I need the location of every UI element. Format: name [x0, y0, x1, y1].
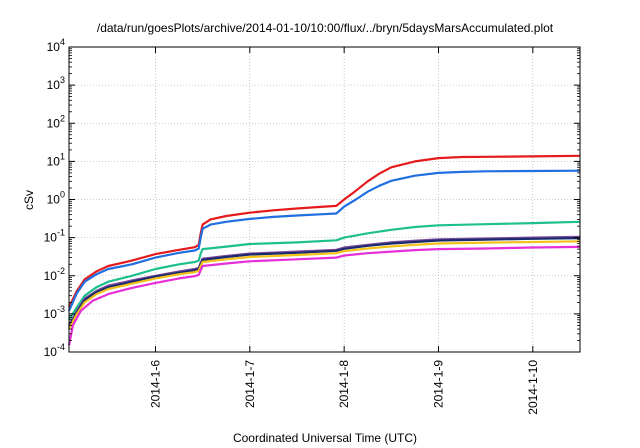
y-tick-base: 10: [47, 40, 61, 54]
y-tick-base: 10: [44, 307, 58, 321]
y-tick-label: 103: [47, 75, 65, 92]
y-tick-base: 10: [47, 193, 61, 207]
y-axis-label: cSv: [22, 190, 36, 210]
y-tick-exponent: 3: [60, 75, 65, 85]
x-tick-label: 2014-1-7: [243, 360, 257, 408]
series-line-2: [67, 169, 581, 312]
y-tick-label: 10-3: [44, 304, 65, 321]
x-axis-label: Coordinated Universal Time (UTC): [233, 431, 417, 445]
series-line-1: [68, 154, 581, 308]
x-tick-label: 2014-1-10: [526, 360, 540, 415]
y-tick-label: 10-2: [44, 266, 65, 283]
y-tick-label: 104: [47, 37, 65, 54]
y-tick-label: 100: [47, 190, 65, 207]
y-tick-label: 101: [47, 151, 65, 168]
y-tick-base: 10: [47, 154, 61, 168]
y-tick-exponent: 1: [60, 151, 65, 161]
series-line-3: [68, 220, 581, 321]
x-tick-label: 2014-1-6: [148, 360, 162, 408]
y-tick-exponent: 2: [60, 113, 65, 123]
series-line-7: [67, 245, 581, 346]
y-tick-exponent: -3: [57, 304, 65, 314]
y-tick-base: 10: [44, 269, 58, 283]
x-axis-ticks: 2014-1-6 2014-1-7 2014-1-8 2014-1-9 2014-1-1…: [148, 47, 540, 415]
series-lines: [67, 154, 581, 346]
grid-lines: [69, 47, 580, 352]
y-tick-base: 10: [47, 116, 61, 130]
y-tick-exponent: 0: [60, 190, 65, 200]
y-tick-label: 102: [47, 113, 65, 130]
plot-area-border: [68, 46, 581, 353]
series-line-6: [68, 240, 581, 330]
y-tick-base: 10: [44, 231, 58, 245]
y-tick-label: 10-1: [44, 228, 65, 245]
y-tick-label: 10-4: [44, 342, 65, 359]
y-tick-exponent: -1: [57, 228, 65, 238]
y-tick-base: 10: [44, 345, 58, 359]
series-line-5: [68, 237, 581, 328]
x-tick-label: 2014-1-9: [431, 360, 445, 408]
y-tick-exponent: 4: [60, 37, 65, 47]
y-tick-base: 10: [47, 78, 61, 92]
chart-title: /data/run/goesPlots/archive/2014-01-10/1…: [97, 21, 554, 35]
y-tick-exponent: -2: [57, 266, 65, 276]
x-tick-label: 2014-1-8: [337, 360, 351, 408]
y-tick-exponent: -4: [57, 342, 65, 352]
